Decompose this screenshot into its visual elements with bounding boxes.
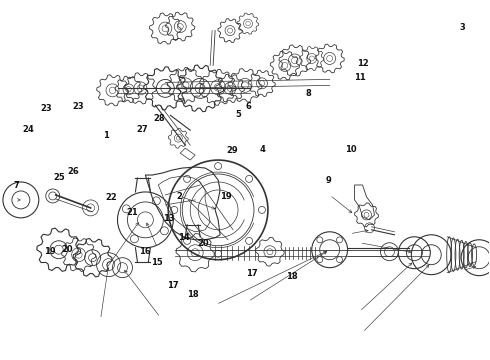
Text: 7: 7 bbox=[14, 181, 20, 190]
Text: 12: 12 bbox=[357, 59, 369, 68]
Text: 17: 17 bbox=[168, 281, 179, 290]
Text: 15: 15 bbox=[151, 258, 163, 267]
Text: 1: 1 bbox=[103, 131, 109, 140]
Text: 19: 19 bbox=[220, 192, 231, 201]
Text: 18: 18 bbox=[286, 272, 297, 281]
Text: 28: 28 bbox=[153, 114, 165, 123]
Text: 14: 14 bbox=[178, 233, 190, 242]
Text: 20: 20 bbox=[197, 239, 209, 248]
Text: 18: 18 bbox=[187, 290, 198, 299]
Text: 21: 21 bbox=[126, 208, 138, 217]
Text: 22: 22 bbox=[105, 193, 117, 202]
Text: 23: 23 bbox=[41, 104, 52, 113]
Text: 29: 29 bbox=[226, 146, 238, 155]
Text: 8: 8 bbox=[306, 89, 311, 98]
Text: 2: 2 bbox=[176, 192, 182, 201]
Text: 3: 3 bbox=[459, 23, 465, 32]
Text: 11: 11 bbox=[354, 73, 366, 82]
Text: 17: 17 bbox=[246, 269, 258, 278]
Text: 5: 5 bbox=[236, 110, 242, 119]
Text: 24: 24 bbox=[22, 125, 34, 134]
Text: 6: 6 bbox=[246, 102, 252, 111]
Text: 27: 27 bbox=[137, 125, 148, 134]
Text: 26: 26 bbox=[67, 167, 79, 176]
Text: 25: 25 bbox=[53, 173, 65, 182]
Text: 10: 10 bbox=[344, 145, 356, 154]
Text: 20: 20 bbox=[62, 246, 73, 255]
Text: 13: 13 bbox=[164, 214, 175, 223]
Text: 9: 9 bbox=[326, 176, 332, 185]
Text: 23: 23 bbox=[72, 102, 84, 111]
Text: 19: 19 bbox=[44, 247, 55, 256]
Text: 16: 16 bbox=[139, 247, 151, 256]
Text: 4: 4 bbox=[259, 145, 265, 154]
